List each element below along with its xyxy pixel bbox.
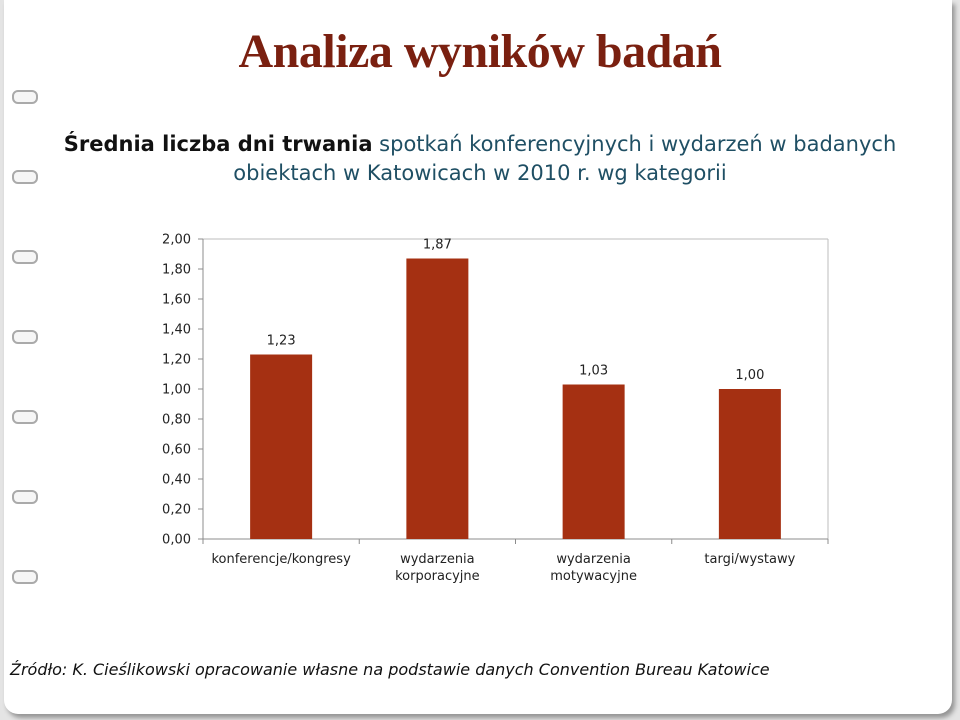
bar — [250, 354, 313, 539]
data-label: 1,23 — [267, 334, 296, 349]
y-tick-label: 0,40 — [162, 473, 191, 488]
data-label: 1,03 — [579, 364, 608, 379]
y-tick-label: 0,80 — [162, 413, 191, 428]
slide — [4, 0, 952, 714]
binder-ring-icon — [12, 90, 38, 104]
data-label: 1,87 — [423, 238, 452, 253]
x-tick-label: konferencje/kongresy — [211, 552, 351, 567]
y-tick-label: 0,60 — [162, 443, 191, 458]
y-tick-label: 0,00 — [162, 533, 191, 548]
binder-ring-icon — [12, 410, 38, 424]
y-tick-label: 1,60 — [162, 293, 191, 308]
y-tick-label: 1,00 — [162, 383, 191, 398]
x-tick-label: motywacyjne — [550, 569, 637, 584]
y-tick-label: 1,40 — [162, 323, 191, 338]
chart-subtitle: Średnia liczba dni trwania spotkań konfe… — [60, 130, 900, 188]
subtitle-text: spotkań konferencyjnych i wydarzeń w bad… — [233, 132, 897, 185]
x-tick-label: wydarzenia — [400, 552, 475, 567]
y-tick-label: 1,80 — [162, 263, 191, 278]
x-tick-label: targi/wystawy — [704, 552, 795, 567]
slide-title: Analiza wyników badań — [238, 25, 722, 78]
data-label: 1,00 — [735, 368, 764, 383]
binder-ring-icon — [12, 170, 38, 184]
y-tick-label: 2,00 — [162, 233, 191, 248]
y-tick-label: 0,20 — [162, 503, 191, 518]
binder-ring-icon — [12, 330, 38, 344]
subtitle-emphasis: Średnia liczba dni trwania — [63, 132, 373, 156]
bar — [406, 258, 469, 539]
x-tick-label: wydarzenia — [556, 552, 631, 567]
bar — [718, 389, 781, 539]
binder-ring-icon — [12, 490, 38, 504]
source-note: Źródło: K. Cieślikowski opracowanie włas… — [10, 660, 770, 679]
binder-ring-icon — [12, 570, 38, 584]
binder-ring-icon — [12, 250, 38, 264]
bar — [562, 384, 625, 539]
y-tick-label: 1,20 — [162, 353, 191, 368]
x-tick-label: korporacyjne — [395, 569, 480, 584]
